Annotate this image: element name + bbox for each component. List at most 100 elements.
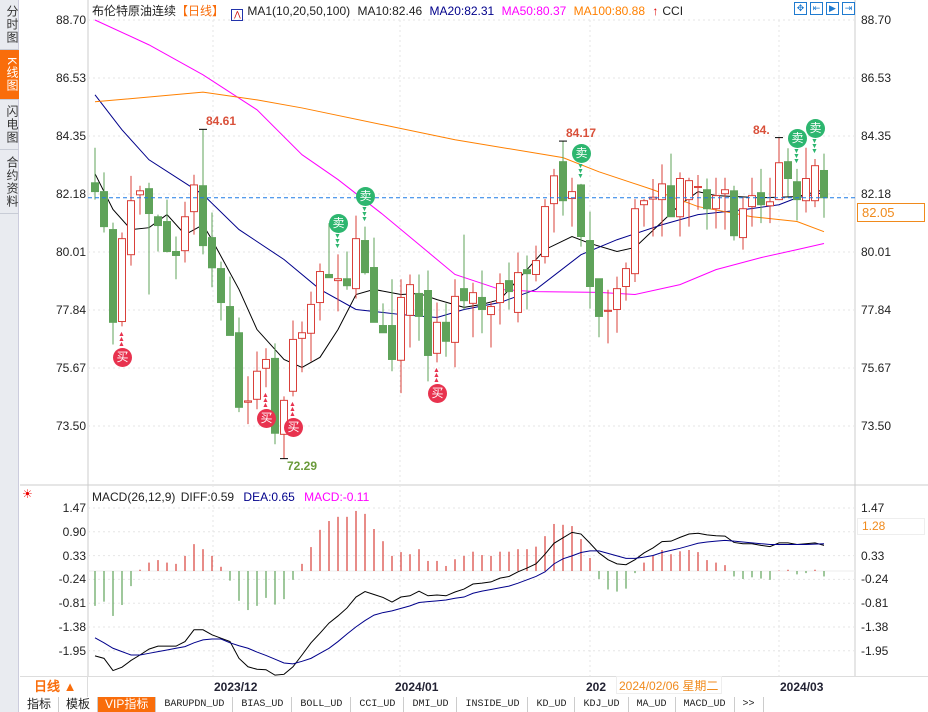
zoom-in-icon[interactable]: ✥ bbox=[794, 2, 807, 15]
candle-body bbox=[172, 250, 180, 256]
candle-body bbox=[784, 161, 792, 180]
indicator-tab[interactable]: KD_UD bbox=[528, 697, 576, 712]
price-axis-label: 82.18 bbox=[861, 187, 892, 201]
indicator-tab[interactable]: MA_UD bbox=[628, 697, 676, 712]
candle-body bbox=[100, 191, 108, 228]
candle-body bbox=[658, 183, 666, 201]
candle-body bbox=[235, 332, 243, 408]
x-label: 202 bbox=[586, 680, 607, 694]
chart-toolbar: ✥ ⇤ ▶ ⇥ bbox=[794, 2, 855, 15]
tab-time-chart[interactable]: 分时图 bbox=[0, 0, 19, 50]
x-axis: 日线 ▲ 2023/12 2024/01 202 2024/03 bbox=[20, 676, 928, 698]
candle-body bbox=[352, 238, 360, 290]
sell-signal-badge[interactable]: 卖 bbox=[356, 186, 375, 206]
expand-right-icon[interactable]: ▶ bbox=[826, 2, 839, 15]
macd-highlight-box: 1.28 bbox=[857, 518, 925, 535]
candle-body bbox=[316, 271, 324, 304]
candle-body bbox=[667, 185, 675, 218]
candle-body bbox=[739, 208, 747, 239]
buy-signal-badge[interactable]: 买 bbox=[113, 348, 132, 368]
candle-body bbox=[271, 357, 279, 434]
indicator-tab[interactable]: 指标 bbox=[20, 697, 60, 712]
last-price-box: 82.05 bbox=[857, 203, 925, 222]
sell-signal-badge[interactable]: 卖 bbox=[329, 214, 348, 234]
indicator-tabs: 指标 模板 VIP指标 BARUPDN_UD BIAS_UD BOLL_UD CCI_UD D… bbox=[20, 697, 764, 712]
indicator-tab[interactable]: CCI_UD bbox=[351, 697, 405, 712]
ma-indicator-icon[interactable]: ⋀ bbox=[231, 9, 244, 21]
tab-kline-chart[interactable]: K线图 bbox=[0, 50, 19, 100]
candle-body bbox=[469, 292, 477, 304]
move-end-icon[interactable]: ⇥ bbox=[842, 2, 855, 15]
buy-signal-badge[interactable]: 买 bbox=[428, 384, 447, 404]
buy-signal-badge[interactable]: 买 bbox=[284, 418, 303, 438]
candle-body bbox=[406, 284, 414, 316]
candle-body bbox=[757, 192, 765, 206]
candle-body bbox=[334, 278, 342, 282]
tab-flash-chart[interactable]: 闪电图 bbox=[0, 100, 19, 150]
period-selector[interactable]: 日线 ▲ bbox=[20, 677, 88, 698]
candle-body bbox=[109, 229, 117, 323]
candle-body bbox=[208, 237, 216, 269]
macd-axis-label: -1.95 bbox=[58, 643, 86, 658]
sell-signal-badge[interactable]: 卖 bbox=[572, 143, 591, 163]
indicator-tab[interactable]: INSIDE_UD bbox=[457, 697, 529, 712]
macd-axis-label: -1.38 bbox=[58, 620, 86, 634]
macd-axis-label: 1.47 bbox=[861, 501, 885, 515]
price-axis-label: 73.50 bbox=[861, 419, 892, 433]
price-axis-label: 73.50 bbox=[55, 419, 86, 433]
candle-body bbox=[343, 278, 351, 287]
sell-signal-badge[interactable]: 卖 bbox=[788, 128, 807, 148]
indicator-tab[interactable]: VIP指标 bbox=[98, 697, 157, 712]
candle-body bbox=[766, 201, 774, 207]
macd-axis-label: 1.47 bbox=[62, 501, 86, 515]
x-label: 2024/01 bbox=[395, 680, 439, 694]
sell-signal-badge[interactable]: 卖 bbox=[806, 118, 825, 138]
sell-arrows-icon: ▼ ▼ ▼ bbox=[361, 205, 368, 223]
candle-body bbox=[91, 182, 99, 193]
indicator-tab[interactable]: 模板 bbox=[59, 697, 99, 712]
diff-line bbox=[94, 531, 825, 676]
indicator-tab[interactable]: >> bbox=[734, 697, 764, 712]
arrow-up-icon[interactable]: ↑ bbox=[652, 4, 659, 18]
indicator-tab[interactable]: KDJ_UD bbox=[575, 697, 629, 712]
candle-body bbox=[226, 306, 234, 336]
buy-signal-badge[interactable]: 买 bbox=[257, 409, 276, 429]
candle-body bbox=[496, 283, 504, 304]
indicator-tab[interactable]: DMI_UD bbox=[404, 697, 458, 712]
sell-arrows-icon: ▼ ▼ ▼ bbox=[811, 137, 818, 155]
macd-title: MACD(26,12,9) bbox=[92, 490, 176, 504]
indicator-tab[interactable]: BOLL_UD bbox=[292, 697, 352, 712]
candle-body bbox=[298, 332, 306, 339]
candle-body bbox=[217, 268, 225, 304]
candle-body bbox=[820, 169, 828, 199]
candle-body bbox=[622, 268, 630, 287]
candle-body bbox=[748, 195, 756, 208]
candle-body bbox=[604, 309, 612, 312]
price-axis-label: 77.84 bbox=[861, 303, 892, 317]
candle-body bbox=[163, 221, 171, 252]
x-label: 2024/03 bbox=[780, 680, 824, 694]
candle-body bbox=[118, 238, 126, 323]
period-tag[interactable]: 【日线】 bbox=[176, 4, 225, 18]
candle-body bbox=[442, 321, 450, 342]
candle-body bbox=[505, 280, 513, 293]
indicator-tab[interactable]: BARUPDN_UD bbox=[156, 697, 234, 712]
cci-label[interactable]: CCI bbox=[662, 4, 684, 18]
buy-arrows-icon: ▲ ▲ ▲ bbox=[433, 367, 440, 385]
indicator-tab[interactable]: MACD_UD bbox=[675, 697, 735, 712]
candle-body bbox=[811, 165, 819, 202]
ma20-value: MA20:82.31 bbox=[429, 4, 495, 18]
settings-sun-icon[interactable]: ☀ bbox=[22, 487, 33, 501]
price-axis-label: 80.01 bbox=[55, 245, 86, 259]
macd-axis-label: 0.33 bbox=[62, 548, 86, 563]
ma50-value: MA50:80.37 bbox=[501, 4, 567, 18]
tab-contract-info[interactable]: 合约资料 bbox=[0, 150, 19, 214]
buy-arrows-icon: ▲ ▲ ▲ bbox=[289, 401, 296, 419]
price-axis-label: 84.35 bbox=[55, 129, 86, 143]
sell-arrows-icon: ▼ ▼ ▼ bbox=[334, 233, 341, 251]
macd-axis-label: -1.95 bbox=[861, 643, 889, 658]
shrink-left-icon[interactable]: ⇤ bbox=[810, 2, 823, 15]
candle-body bbox=[262, 358, 270, 369]
indicator-tab[interactable]: BIAS_UD bbox=[233, 697, 293, 712]
